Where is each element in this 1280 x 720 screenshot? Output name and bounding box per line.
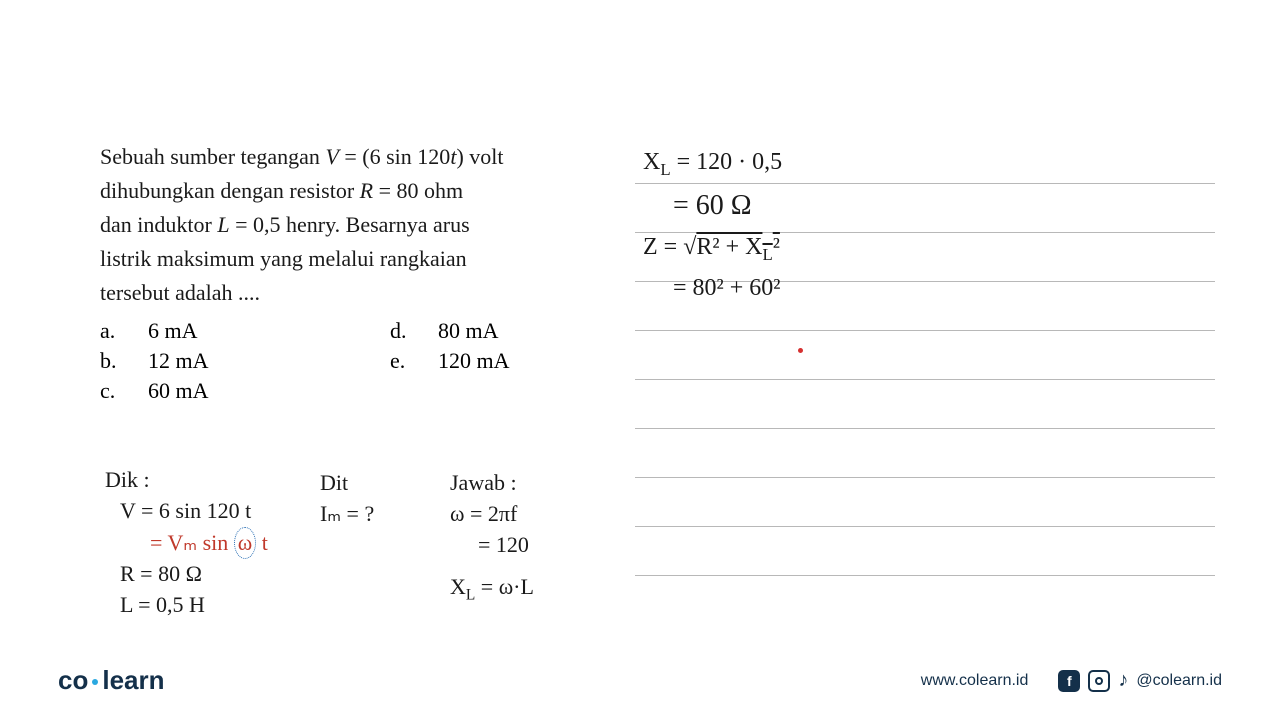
dik-v: V = 6 sin 120 t [120,496,268,527]
option-d: d.80 mA [390,318,630,344]
dik-v2: = Vₘ sin ω t [150,527,268,560]
paper-work: XL = 120 · 0,5 = 60 Ω Z = √R² + XL² = 80… [643,143,782,308]
paper-xl1: XL = 120 · 0,5 [643,143,782,184]
logo-learn: learn [102,665,164,695]
question-text: Sebuah sumber tegangan V = (6 sin 120t) … [100,140,630,310]
q-line4: listrik maksimum yang melalui rangkaian [100,246,467,271]
handwritten-dik: Dik : V = 6 sin 120 t = Vₘ sin ω t R = 8… [105,465,268,621]
option-c: c.60 mA [100,378,340,404]
jawab-label: Jawab : [450,468,534,499]
paper-z2: = 80² + 60² [673,269,782,307]
dit-label: Dit [320,468,374,499]
paper-z1: Z = √R² + XL² [643,228,782,269]
paper-xl2: = 60 Ω [673,184,782,229]
handwritten-dit: Dit Iₘ = ? [320,468,374,530]
instagram-icon [1088,670,1110,692]
jawab-w2: = 120 [478,530,534,561]
q-line2: dihubungkan dengan resistor R = 80 ohm [100,178,463,203]
dik-l: L = 0,5 H [120,590,268,621]
dik-r: R = 80 Ω [120,559,268,590]
dik-label: Dik : [105,465,268,496]
options-grid: a.6 mA d.80 mA b.12 mA e.120 mA c.60 mA [100,318,630,404]
jawab-w1: ω = 2πf [450,499,534,530]
q-line3: dan induktor L = 0,5 henry. Besarnya aru… [100,212,470,237]
tiktok-icon: ♪ [1118,669,1128,692]
dit-im: Iₘ = ? [320,499,374,530]
facebook-icon: f [1058,670,1080,692]
logo-co: co [58,665,88,695]
q-line5: tersebut adalah .... [100,280,260,305]
option-b: b.12 mA [100,348,340,374]
lined-paper: XL = 120 · 0,5 = 60 Ω Z = √R² + XL² = 80… [635,135,1215,615]
option-a: a.6 mA [100,318,340,344]
red-dot-marker [798,348,803,353]
handwritten-jawab: Jawab : ω = 2πf = 120 XL = ω·L [450,468,534,606]
logo-dot-icon [92,679,98,685]
logo: colearn [58,665,165,696]
social-handle: @colearn.id [1136,672,1222,690]
q-line1: Sebuah sumber tegangan V = (6 sin 120t) … [100,144,504,169]
social-icons: f ♪ @colearn.id [1058,669,1222,692]
question-block: Sebuah sumber tegangan V = (6 sin 120t) … [100,140,630,404]
jawab-xl: XL = ω·L [450,572,534,606]
option-e: e.120 mA [390,348,630,374]
footer-right: www.colearn.id f ♪ @colearn.id [921,669,1222,692]
footer-url: www.colearn.id [921,672,1029,690]
footer: colearn www.colearn.id f ♪ @colearn.id [58,665,1222,696]
